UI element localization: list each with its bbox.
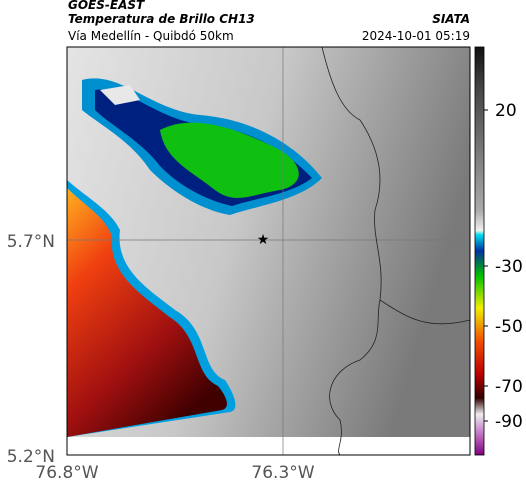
colorbar-tick: -70 (495, 377, 523, 397)
lon-label: 76.3°W (251, 463, 314, 483)
product: Temperatura de Brillo CH13 (68, 12, 255, 26)
colorbar-tick: 20 (495, 101, 517, 121)
svg-text:★: ★ (257, 232, 270, 248)
lat-label: 5.2°N (7, 447, 55, 467)
timestamp: 2024-10-01 05:19 (362, 29, 470, 43)
lat-label: 5.7°N (7, 232, 55, 252)
satellite-image: ★ (66, 46, 471, 456)
colorbar-tick: -30 (495, 257, 523, 277)
colorbar: 20 -30 -50 -70 -90 (474, 46, 523, 456)
agency: SIATA (432, 12, 470, 26)
colorbar-tick: -90 (495, 412, 523, 432)
colorbar-tick: -50 (495, 317, 523, 337)
lon-label: 76.8°W (35, 463, 98, 483)
source: GOES-EAST (68, 0, 145, 12)
region: Vía Medellín - Quibdó 50km (68, 29, 234, 43)
